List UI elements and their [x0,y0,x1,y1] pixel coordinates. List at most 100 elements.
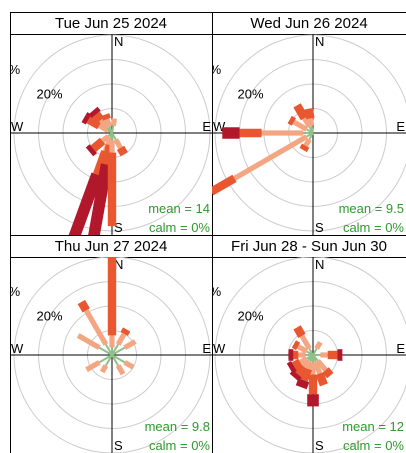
radial-label-40: 40% [195,284,221,299]
spoke-segment [98,123,110,133]
spoke-segment [315,372,328,387]
panel-title: Tue Jun 25 2024 [55,15,167,32]
spoke-segment [104,118,112,127]
panel-title: Wed Jun 26 2024 [250,15,367,32]
spoke-segment [293,103,309,121]
spoke-segment [293,325,306,338]
spoke-segment [68,172,103,235]
spoke-segment [337,349,343,361]
spoke-segment [299,143,310,153]
calm-label: calm = 0% [149,438,210,453]
spoke-segment [308,348,314,356]
spoke-segment [84,309,109,346]
radial-label-20: 20% [238,87,264,102]
spoke-segment [100,134,110,143]
spoke-segment [304,108,315,120]
spoke-segment [322,367,334,379]
spoke-segment [90,137,106,152]
spoke-segment [298,352,306,358]
spoke-segment [239,128,262,138]
spoke-segment [315,359,328,372]
spoke-segment [101,113,111,121]
spoke-segment [307,118,315,127]
spoke-segment [294,363,307,377]
radial-label-20: 20% [37,309,63,324]
spoke-segment [123,339,137,350]
spoke-segment [313,354,321,356]
spoke-segment [312,348,318,356]
spoke-segment [115,364,126,376]
west-label: W [11,119,24,134]
panel-title: Thu Jun 27 2024 [55,238,168,255]
spoke-segment [303,138,312,147]
east-label: E [396,341,405,356]
south-label: S [114,220,123,235]
spoke-segment [120,327,131,336]
mean-label: mean = 12 [342,419,404,434]
spoke-segment [93,111,105,123]
spoke-segment [123,360,135,370]
spoke-segment [301,359,311,368]
spoke-segment [308,132,314,140]
spoke-segment [88,106,101,118]
radial-label-40: 40% [195,62,221,77]
spoke-segment [292,119,308,132]
spoke-segment [310,125,314,134]
radial-label-20: 20% [37,87,63,102]
spoke-segment [296,344,308,354]
east-label: E [202,341,211,356]
spoke-segment [312,354,319,362]
spoke-segment [287,115,296,126]
spoke-segment [320,352,328,358]
radial-label-20: 20% [238,309,264,324]
calm-label: calm = 0% [343,438,404,453]
spoke-segment [113,138,123,150]
spoke-segment [85,144,97,157]
windrose-panel: Tue Jun 25 2024 N S W E 20% 40% mean = 14 calm =… [10,12,213,236]
spoke-segment [99,364,109,374]
spoke-segment [109,335,115,348]
spoke-segment [111,354,119,367]
radial-label-40: 40% [0,284,21,299]
spoke-segment [299,356,308,365]
south-label: S [315,220,324,235]
spoke-segment [295,378,310,390]
spoke-segment [111,343,119,356]
spoke-segment [88,163,113,235]
spoke-segment [111,346,126,356]
calm-label: calm = 0% [149,220,210,235]
spoke-segment [116,145,128,157]
spoke-segment [233,134,308,181]
north-label: N [114,34,123,49]
spoke-segment [111,125,115,134]
spoke-segment [99,118,110,129]
spoke-segment [299,334,312,350]
spoke-segment [86,115,102,130]
spoke-segment [77,299,90,313]
spoke-segment [212,174,237,196]
north-label: N [114,257,123,272]
spoke-segment [107,257,117,336]
spoke-segment [261,130,304,136]
spoke-segment [98,346,113,356]
panel-plot-area: N S W E 20% 40% mean = 9.8 calm = 0% [0,257,212,453]
spoke-segment [81,112,92,125]
east-label: E [396,119,405,134]
spoke-segment [111,354,126,364]
spoke-segment [111,132,117,140]
east-label: E [202,119,211,134]
spoke-segment [107,152,117,227]
panel-plot-area: N S W E 20% 40% mean = 14 calm = 0% [10,34,212,235]
north-label: N [315,257,324,272]
spoke-segment [308,374,318,395]
spoke-segment [307,394,319,407]
spoke-segment [314,341,323,350]
west-label: W [213,341,226,356]
west-label: W [11,341,24,356]
spoke-segment [105,343,113,356]
